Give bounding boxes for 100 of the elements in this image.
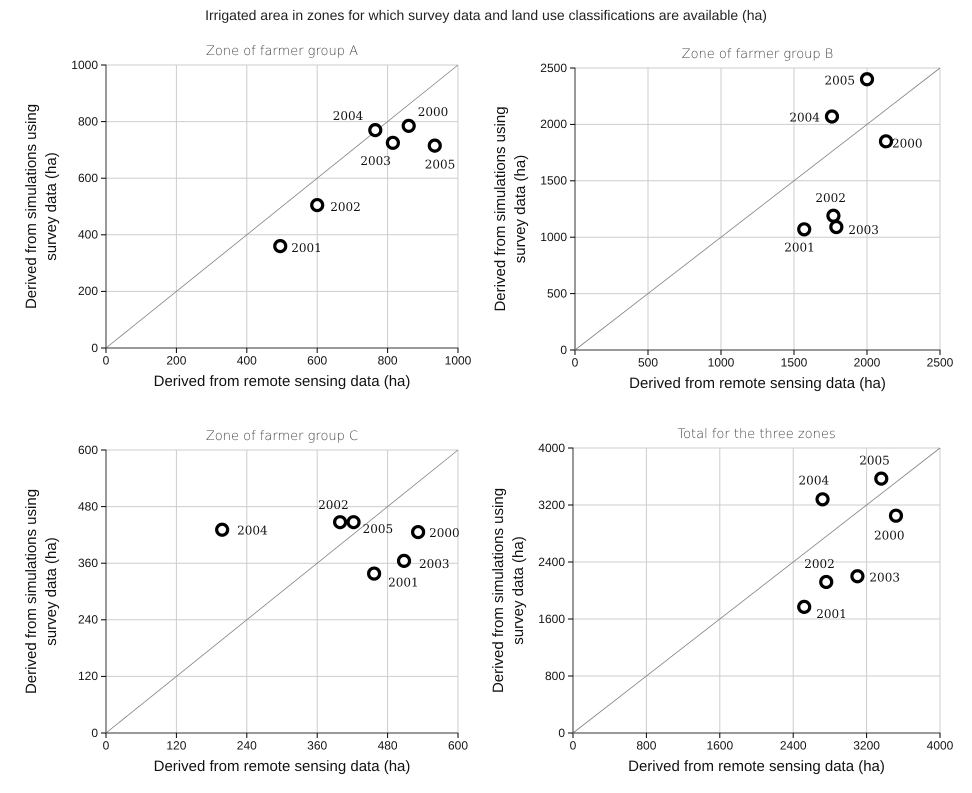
x-tick-label: 2000	[854, 356, 881, 370]
x-tick-label: 800	[378, 354, 398, 368]
y-tick-label: 120	[78, 669, 98, 684]
point	[368, 123, 382, 138]
point	[273, 239, 288, 254]
x-tick-label: 600	[448, 738, 468, 753]
x-tick-label: 1500	[780, 356, 808, 370]
annotation: 2001	[388, 576, 419, 590]
point	[396, 554, 412, 568]
y-tick-label: 400	[78, 228, 98, 242]
point	[874, 472, 888, 486]
annotation: 2004	[237, 524, 268, 538]
annotation: 2004	[789, 110, 820, 125]
point	[386, 136, 400, 150]
annotation: 2004	[798, 473, 830, 488]
y-tick-label: 1000	[540, 230, 568, 244]
y-tick-label: 800	[78, 114, 98, 128]
chart-subtitle: Zone of farmer group B	[682, 47, 834, 62]
point	[826, 208, 841, 223]
point	[428, 138, 442, 153]
x-tick-label: 1600	[706, 738, 734, 753]
y-tick-label: 800	[544, 668, 566, 683]
point	[797, 222, 812, 236]
annotation: 2005	[362, 522, 394, 536]
y-tick-label: 2000	[540, 117, 568, 132]
point	[850, 569, 865, 584]
annotation: 2001	[291, 241, 322, 256]
x-tick-label: 600	[307, 354, 328, 368]
x-tick-label: 1000	[444, 354, 472, 368]
y-tick-label: 0	[91, 726, 98, 740]
point	[367, 566, 382, 581]
point	[797, 600, 812, 614]
annotation: 2002	[815, 190, 846, 205]
y-tick-label: 600	[78, 171, 98, 186]
x-tick-label: 0	[102, 738, 110, 753]
annotation: 2003	[419, 556, 450, 571]
point	[215, 522, 230, 537]
y-axis-title: Derived from simulations using survey data (ha)	[23, 488, 60, 694]
y-tick-label: 480	[78, 499, 98, 514]
annotation: 2003	[869, 570, 900, 584]
y-tick-label: 0	[91, 340, 98, 355]
x-tick-label: 1000	[708, 356, 735, 370]
y-axis-title: Derived from simulations using survey data (ha)	[492, 106, 529, 312]
annotation: 2005	[859, 454, 890, 468]
x-tick-label: 2400	[780, 738, 807, 753]
annotation: 2001	[784, 240, 815, 254]
y-tick-label: 1000	[71, 58, 98, 72]
point	[402, 118, 416, 133]
y-axis-title: Derived from simulations using survey data (ha)	[490, 488, 527, 694]
y-tick-label: 3200	[538, 498, 566, 512]
chart-subtitle: Zone of farmer group C	[206, 429, 358, 444]
y-tick-label: 0	[558, 726, 566, 740]
point	[815, 492, 830, 506]
x-tick-label: 0	[570, 738, 577, 753]
x-tick-label: 200	[166, 354, 187, 368]
y-tick-label: 200	[78, 284, 98, 298]
x-tick-label: 3200	[853, 738, 880, 753]
annotation: 2001	[816, 606, 847, 621]
x-tick-label: 360	[307, 738, 328, 753]
annotation: 2004	[332, 109, 364, 124]
chart-subtitle: Zone of farmer group A	[206, 44, 358, 59]
annotation: 2000	[892, 136, 923, 150]
annotation: 2003	[360, 154, 391, 168]
y-tick-label: 500	[546, 286, 568, 300]
point	[824, 109, 840, 124]
y-tick-label: 600	[78, 442, 98, 457]
annotation: 2000	[874, 528, 905, 543]
x-tick-label: 500	[638, 356, 658, 370]
annotation: 2002	[804, 556, 835, 571]
point	[332, 515, 348, 530]
y-tick-label: 240	[78, 612, 98, 627]
x-axis-title: Derived from remote sensing data (ha)	[154, 758, 410, 775]
y-tick-label: 1600	[538, 612, 566, 626]
y-tick-label: 2500	[540, 60, 568, 75]
x-tick-label: 0	[572, 356, 579, 370]
x-tick-label: 0	[102, 354, 110, 368]
y-axis-title: Derived from simulations using survey data (ha)	[23, 104, 60, 310]
annotation: 2002	[330, 200, 361, 214]
annotation: 2000	[429, 526, 460, 540]
y-tick-label: 2400	[538, 554, 566, 569]
annotation: 2000	[418, 104, 448, 119]
point	[346, 515, 361, 530]
point	[888, 508, 904, 523]
point	[819, 574, 834, 590]
chart-subtitle: Total for the three zones	[677, 427, 836, 442]
x-tick-label: 480	[378, 738, 398, 753]
x-axis-title: Derived from remote sensing data (ha)	[629, 375, 886, 392]
annotation: 2005	[424, 158, 456, 172]
annotation: 2002	[318, 498, 349, 512]
x-tick-label: 4000	[926, 738, 954, 753]
x-tick-label: 400	[236, 354, 258, 368]
x-tick-label: 240	[236, 738, 258, 753]
annotation: 2003	[848, 223, 879, 238]
x-tick-label: 800	[636, 738, 657, 753]
x-tick-label: 120	[166, 738, 187, 753]
y-tick-label: 360	[78, 556, 98, 570]
y-tick-label: 4000	[538, 440, 566, 455]
text: Irrigated area in zones for which survey data and land use classifications are available (ha)	[205, 7, 767, 23]
y-tick-label: 1500	[540, 174, 568, 188]
point	[829, 220, 844, 234]
